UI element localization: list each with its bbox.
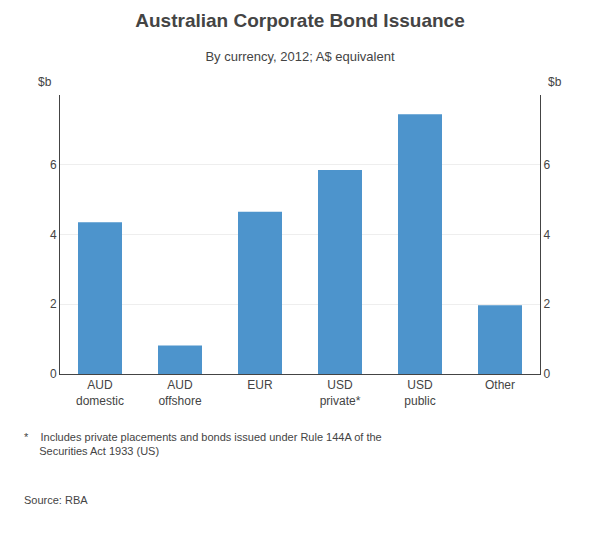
svg-text:By currency, 2012; A$ equivale: By currency, 2012; A$ equivalent bbox=[205, 49, 394, 64]
svg-text:$b: $b bbox=[38, 75, 52, 89]
svg-text:Other: Other bbox=[485, 378, 515, 392]
svg-text:0: 0 bbox=[543, 367, 550, 381]
svg-text:USDprivate*: USDprivate* bbox=[320, 378, 361, 408]
svg-text:4: 4 bbox=[50, 228, 57, 242]
svg-text:EUR: EUR bbox=[247, 378, 273, 392]
svg-text:* Includes private placemen: * Includes private placements and bonds … bbox=[24, 431, 382, 457]
svg-text:6: 6 bbox=[50, 158, 57, 172]
svg-text:4: 4 bbox=[543, 228, 550, 242]
svg-text:2: 2 bbox=[543, 297, 550, 311]
svg-text:6: 6 bbox=[543, 158, 550, 172]
svg-text:0: 0 bbox=[50, 367, 57, 381]
svg-text:2: 2 bbox=[50, 297, 57, 311]
svg-text:AUDoffshore: AUDoffshore bbox=[158, 378, 201, 408]
svg-text:$b: $b bbox=[548, 75, 562, 89]
svg-text:USDpublic: USDpublic bbox=[404, 378, 435, 408]
svg-text:AUDdomestic: AUDdomestic bbox=[76, 378, 124, 408]
svg-text:Australian Corporate Bond Issu: Australian Corporate Bond Issuance bbox=[135, 10, 464, 31]
svg-text:Source: RBA: Source: RBA bbox=[24, 494, 88, 506]
